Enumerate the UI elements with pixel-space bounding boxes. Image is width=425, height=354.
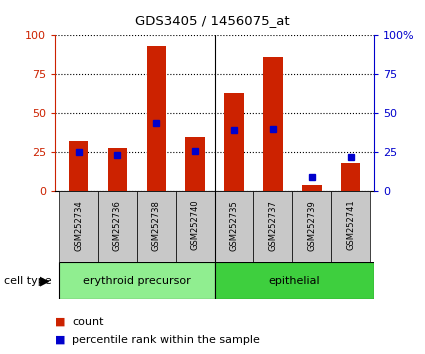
Text: GSM252734: GSM252734: [74, 200, 83, 251]
Text: GSM252741: GSM252741: [346, 200, 355, 251]
Text: GSM252735: GSM252735: [230, 200, 238, 251]
Text: epithelial: epithelial: [269, 275, 320, 286]
Text: GSM252737: GSM252737: [269, 200, 278, 251]
Text: count: count: [72, 317, 104, 327]
Bar: [185, 137, 205, 191]
Text: GSM252736: GSM252736: [113, 200, 122, 251]
Bar: [341, 163, 360, 191]
Text: GSM252740: GSM252740: [191, 200, 200, 251]
Bar: [69, 141, 88, 191]
Bar: [147, 46, 166, 191]
FancyBboxPatch shape: [292, 191, 331, 262]
FancyBboxPatch shape: [331, 191, 370, 262]
Bar: [302, 185, 322, 191]
FancyBboxPatch shape: [253, 191, 292, 262]
Text: GDS3405 / 1456075_at: GDS3405 / 1456075_at: [135, 14, 290, 27]
Bar: [108, 148, 127, 191]
FancyBboxPatch shape: [59, 191, 98, 262]
FancyBboxPatch shape: [176, 191, 215, 262]
Text: ■: ■: [55, 335, 66, 345]
Text: ■: ■: [55, 317, 66, 327]
FancyBboxPatch shape: [98, 191, 137, 262]
Text: GSM252739: GSM252739: [307, 200, 316, 251]
FancyBboxPatch shape: [137, 191, 176, 262]
Text: GSM252738: GSM252738: [152, 200, 161, 251]
Text: percentile rank within the sample: percentile rank within the sample: [72, 335, 260, 345]
FancyBboxPatch shape: [215, 191, 253, 262]
Bar: [224, 93, 244, 191]
Text: erythroid precursor: erythroid precursor: [83, 275, 191, 286]
FancyBboxPatch shape: [215, 262, 374, 299]
Text: cell type: cell type: [4, 275, 52, 286]
FancyBboxPatch shape: [59, 262, 215, 299]
Bar: [263, 57, 283, 191]
Text: ▶: ▶: [40, 274, 50, 287]
